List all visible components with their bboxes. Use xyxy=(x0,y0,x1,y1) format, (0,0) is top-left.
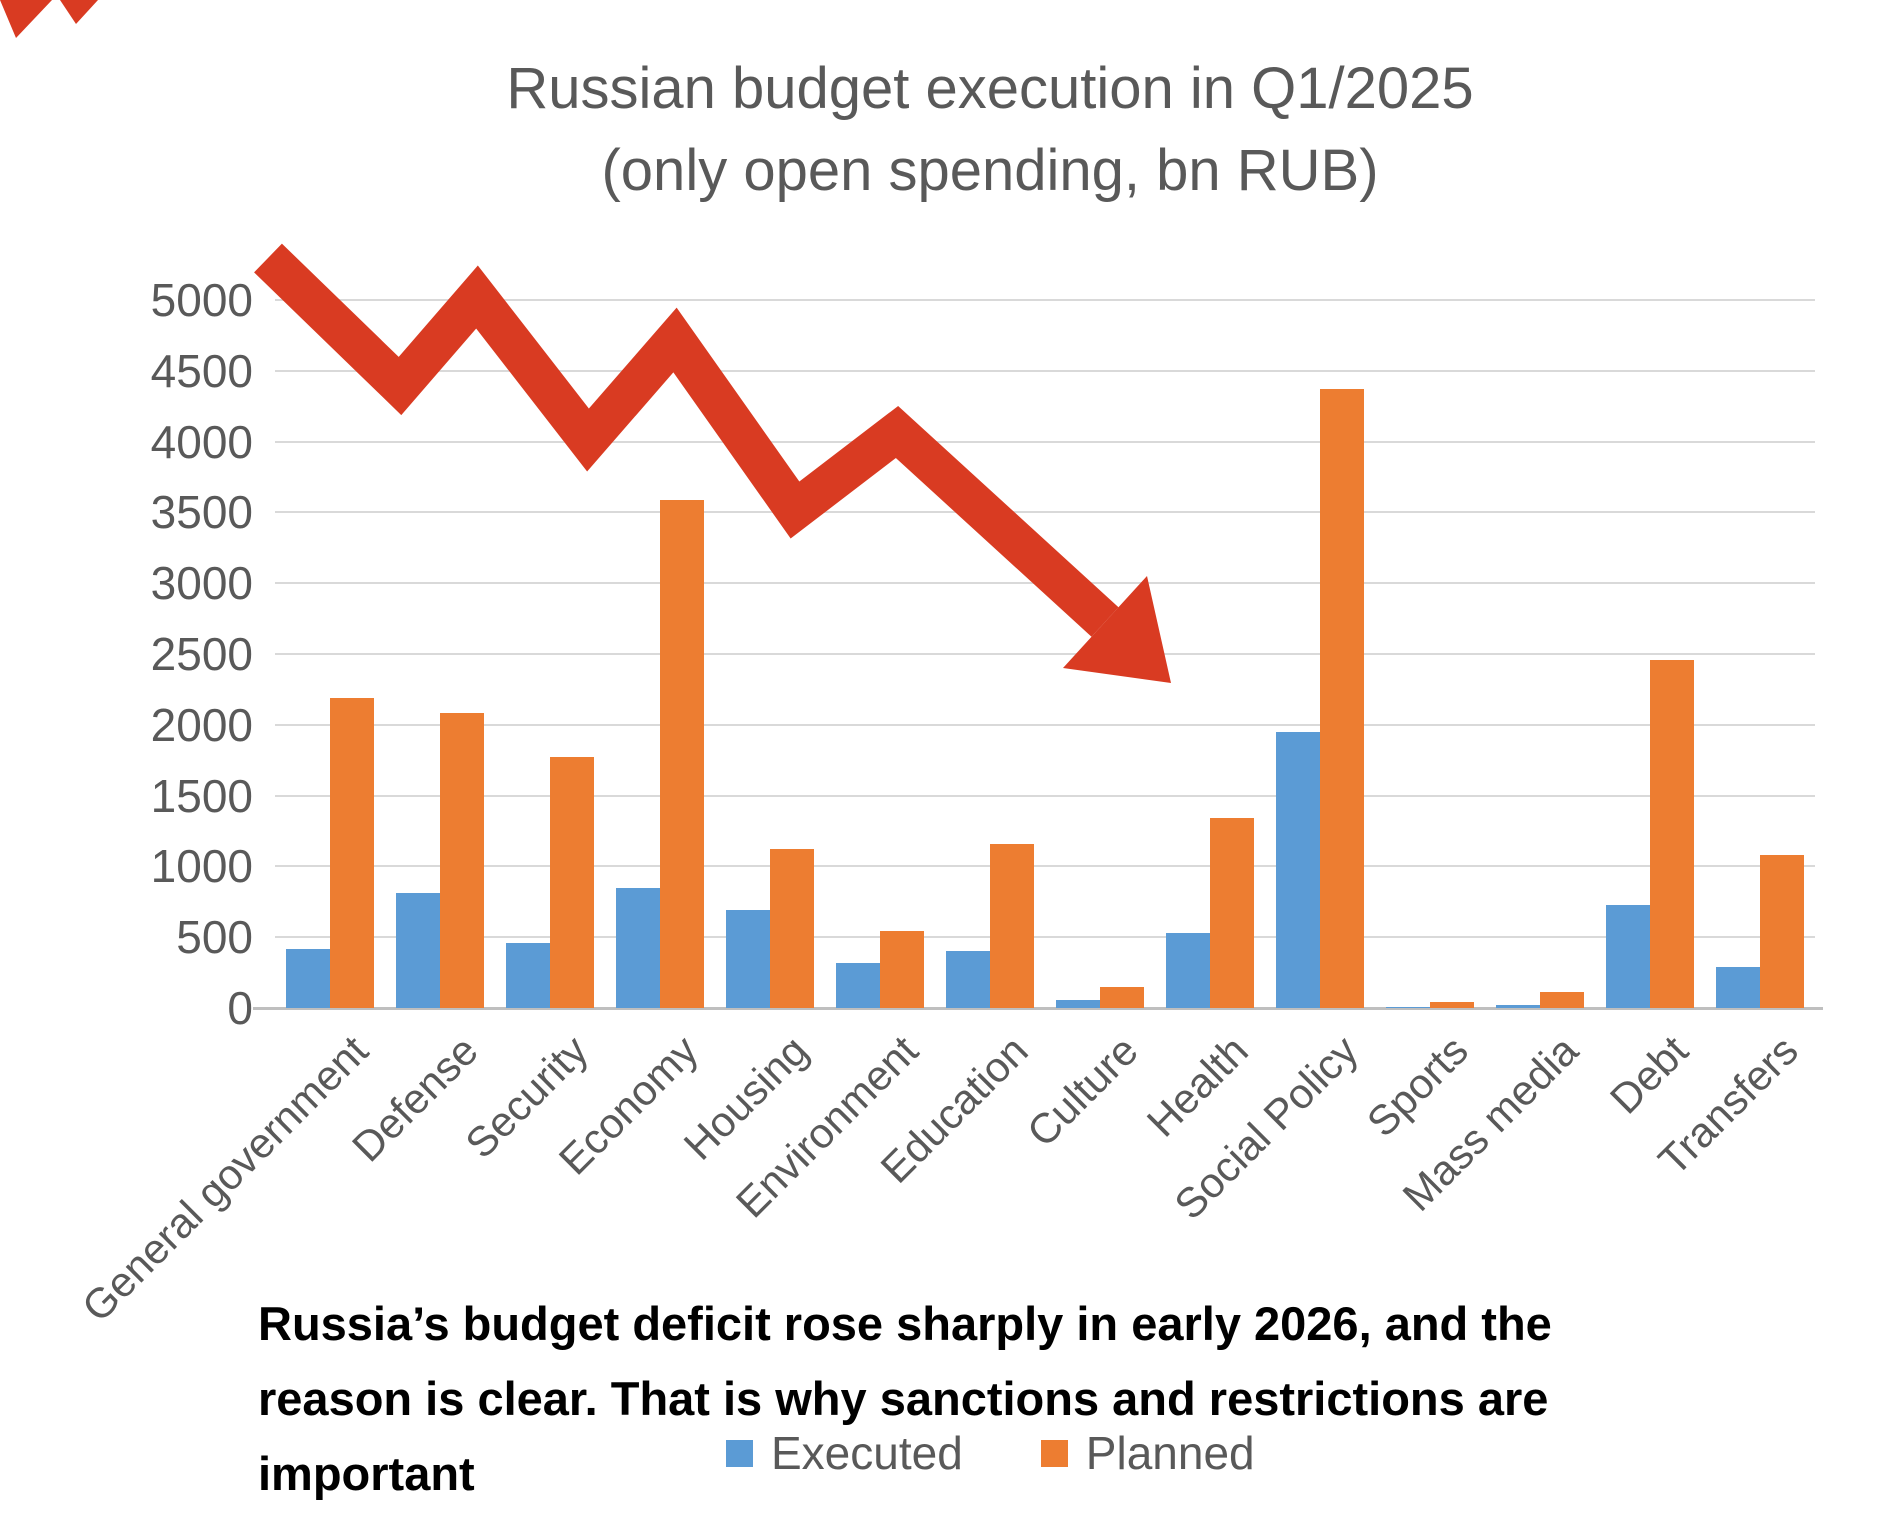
gridline xyxy=(275,865,1815,868)
y-tick-label: 0 xyxy=(227,982,253,1034)
gridline xyxy=(275,299,1815,301)
bar-planned-sports xyxy=(1430,1001,1474,1008)
gridline xyxy=(275,369,1815,372)
y-tick-label: 1000 xyxy=(150,840,253,893)
bar-executed-mass-media xyxy=(1496,1005,1540,1008)
bar-executed-environment xyxy=(836,962,880,1008)
chart-legend: Executed Planned xyxy=(726,1430,1255,1476)
x-tick-label: General government xyxy=(72,1026,377,1331)
x-tick-label: Debt xyxy=(1600,1026,1697,1123)
bar-planned-security xyxy=(550,757,594,1008)
gridline xyxy=(275,582,1815,585)
y-tick-label: 5000 xyxy=(150,274,253,326)
bar-executed-sports xyxy=(1386,1007,1430,1008)
bar-planned-transfers xyxy=(1760,855,1804,1008)
bar-planned-debt xyxy=(1650,659,1694,1008)
caption-line2: reason is clear. That is why sanctions a… xyxy=(258,1372,1549,1425)
bar-planned-economy xyxy=(660,499,704,1008)
corner-artifact-icon xyxy=(60,0,98,24)
legend-item-planned: Planned xyxy=(1040,1427,1255,1479)
bar-planned-mass-media xyxy=(1540,992,1584,1008)
bar-planned-housing xyxy=(770,849,814,1008)
legend-label: Executed xyxy=(771,1427,963,1479)
gridline xyxy=(275,794,1815,797)
caption: Russia’s budget deficit rose sharply in … xyxy=(258,1286,1878,1511)
bar-planned-education xyxy=(990,843,1034,1008)
bar-planned-health xyxy=(1210,818,1254,1008)
legend-item-executed: Executed xyxy=(726,1430,963,1476)
y-tick-label: 2000 xyxy=(150,698,253,751)
bar-executed-transfers xyxy=(1716,966,1760,1008)
gridline xyxy=(275,511,1815,514)
y-tick-label: 4000 xyxy=(150,415,253,468)
bar-planned-culture xyxy=(1100,986,1144,1008)
bar-executed-security xyxy=(506,942,550,1008)
y-tick-label: 3500 xyxy=(150,486,253,539)
bar-executed-culture xyxy=(1056,999,1100,1008)
legend-swatch-planned xyxy=(1040,1439,1068,1467)
bar-planned-environment xyxy=(880,930,924,1008)
y-tick-label: 1500 xyxy=(150,769,253,822)
bar-executed-social-policy xyxy=(1276,731,1320,1008)
bar-executed-education xyxy=(946,951,990,1008)
caption-line3: important xyxy=(258,1447,475,1500)
chart-title-line1: Russian budget execution in Q1/2025 xyxy=(506,56,1474,121)
legend-swatch-executed xyxy=(726,1439,753,1467)
gridline xyxy=(275,723,1815,726)
chart-title-line2: (only open spending, bn RUB) xyxy=(601,138,1379,203)
bar-planned-general-government xyxy=(330,697,374,1008)
bar-executed-defense xyxy=(396,893,440,1008)
bar-executed-debt xyxy=(1606,904,1650,1008)
y-tick-label: 3000 xyxy=(150,557,253,610)
y-tick-label: 2500 xyxy=(150,628,253,680)
decline-arrow-head xyxy=(1063,576,1171,683)
legend-label: Planned xyxy=(1085,1427,1255,1479)
bar-planned-social-policy xyxy=(1320,389,1364,1008)
bar-executed-health xyxy=(1166,932,1210,1008)
gridline xyxy=(275,653,1815,655)
gridline xyxy=(275,936,1815,939)
gridline xyxy=(275,440,1815,443)
x-tick-label: Culture xyxy=(1017,1026,1147,1156)
chart-title: Russian budget execution in Q1/2025 (onl… xyxy=(120,48,1860,212)
bar-planned-defense xyxy=(440,713,484,1008)
y-tick-label: 500 xyxy=(176,911,253,964)
y-tick-label: 4500 xyxy=(150,344,253,397)
corner-artifact-icon xyxy=(0,0,52,38)
x-axis-line xyxy=(253,1007,1823,1010)
caption-line1: Russia’s budget deficit rose sharply in … xyxy=(258,1297,1552,1350)
bar-executed-general-government xyxy=(286,948,330,1008)
bar-executed-economy xyxy=(616,887,660,1008)
bar-executed-housing xyxy=(726,910,770,1008)
